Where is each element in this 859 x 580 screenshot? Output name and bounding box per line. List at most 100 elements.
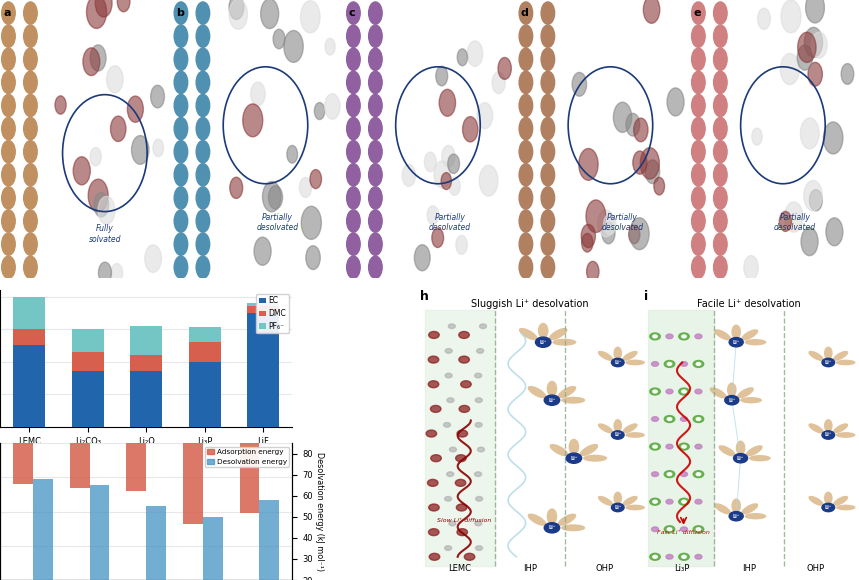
- Circle shape: [263, 182, 281, 212]
- Ellipse shape: [625, 505, 645, 510]
- Circle shape: [95, 0, 112, 17]
- Circle shape: [111, 263, 123, 283]
- Circle shape: [758, 8, 771, 30]
- Circle shape: [460, 380, 472, 387]
- Circle shape: [666, 554, 673, 559]
- Circle shape: [459, 356, 469, 363]
- Circle shape: [697, 473, 701, 476]
- Circle shape: [24, 164, 37, 186]
- Circle shape: [691, 233, 705, 255]
- Circle shape: [439, 89, 455, 116]
- Circle shape: [691, 118, 705, 140]
- Text: c: c: [349, 8, 355, 19]
- Bar: [146, 506, 166, 580]
- Circle shape: [477, 103, 493, 129]
- Circle shape: [427, 206, 439, 224]
- Circle shape: [667, 88, 684, 116]
- Circle shape: [695, 444, 702, 449]
- Circle shape: [714, 210, 727, 232]
- Circle shape: [541, 256, 555, 278]
- Circle shape: [457, 49, 467, 66]
- Text: Li⁺: Li⁺: [733, 340, 740, 345]
- Circle shape: [430, 455, 442, 462]
- Circle shape: [519, 71, 533, 93]
- Circle shape: [2, 25, 15, 48]
- Circle shape: [347, 95, 360, 117]
- Circle shape: [545, 395, 560, 405]
- Circle shape: [196, 48, 210, 70]
- Circle shape: [369, 256, 382, 278]
- Circle shape: [302, 206, 321, 240]
- Circle shape: [664, 470, 675, 478]
- Circle shape: [196, 25, 210, 48]
- Circle shape: [402, 164, 416, 186]
- Text: a: a: [3, 8, 11, 19]
- Circle shape: [174, 2, 188, 24]
- Circle shape: [474, 472, 482, 477]
- Circle shape: [314, 103, 325, 119]
- Ellipse shape: [727, 383, 737, 397]
- Ellipse shape: [710, 387, 727, 398]
- Circle shape: [310, 169, 321, 188]
- Circle shape: [682, 500, 686, 503]
- Circle shape: [664, 415, 675, 422]
- Circle shape: [682, 335, 686, 338]
- Ellipse shape: [538, 322, 549, 339]
- Ellipse shape: [836, 505, 856, 510]
- Text: Li₃P: Li₃P: [673, 564, 689, 573]
- Circle shape: [24, 233, 37, 255]
- Circle shape: [347, 118, 360, 140]
- Circle shape: [693, 360, 704, 368]
- Text: Li⁺: Li⁺: [614, 433, 621, 437]
- Ellipse shape: [623, 496, 637, 506]
- Circle shape: [243, 104, 263, 137]
- Circle shape: [196, 118, 210, 140]
- Circle shape: [697, 418, 701, 420]
- Circle shape: [459, 332, 469, 339]
- Circle shape: [55, 96, 66, 114]
- Circle shape: [682, 445, 686, 448]
- Bar: [183, 306, 203, 524]
- Text: Li⁺: Li⁺: [737, 456, 744, 461]
- Text: Partially
desolvated: Partially desolvated: [601, 213, 643, 233]
- Circle shape: [445, 349, 452, 353]
- Circle shape: [476, 546, 483, 550]
- Ellipse shape: [583, 455, 607, 462]
- Ellipse shape: [741, 329, 758, 340]
- Circle shape: [475, 374, 482, 378]
- Circle shape: [519, 118, 533, 140]
- Circle shape: [369, 71, 382, 93]
- Circle shape: [174, 210, 188, 232]
- Text: IHP: IHP: [742, 564, 756, 573]
- Ellipse shape: [833, 423, 848, 433]
- Circle shape: [153, 139, 163, 157]
- Circle shape: [90, 45, 106, 71]
- Circle shape: [519, 233, 533, 255]
- Circle shape: [369, 118, 382, 140]
- Circle shape: [430, 553, 440, 560]
- Circle shape: [666, 389, 673, 394]
- Circle shape: [541, 48, 555, 70]
- Circle shape: [729, 512, 743, 521]
- Bar: [131, 326, 162, 355]
- Circle shape: [347, 187, 360, 209]
- Circle shape: [811, 32, 827, 58]
- Circle shape: [653, 390, 657, 393]
- Circle shape: [325, 94, 340, 119]
- Circle shape: [347, 140, 360, 163]
- Circle shape: [822, 358, 835, 367]
- Ellipse shape: [836, 360, 856, 365]
- Circle shape: [174, 71, 188, 93]
- Circle shape: [679, 553, 689, 560]
- Circle shape: [693, 415, 704, 422]
- Circle shape: [449, 521, 456, 525]
- Circle shape: [449, 177, 460, 195]
- Circle shape: [2, 95, 15, 117]
- Circle shape: [714, 95, 727, 117]
- Circle shape: [781, 0, 801, 33]
- Circle shape: [459, 405, 470, 412]
- Text: Li⁺: Li⁺: [825, 433, 832, 437]
- Circle shape: [24, 118, 37, 140]
- Circle shape: [24, 140, 37, 163]
- Circle shape: [475, 422, 482, 427]
